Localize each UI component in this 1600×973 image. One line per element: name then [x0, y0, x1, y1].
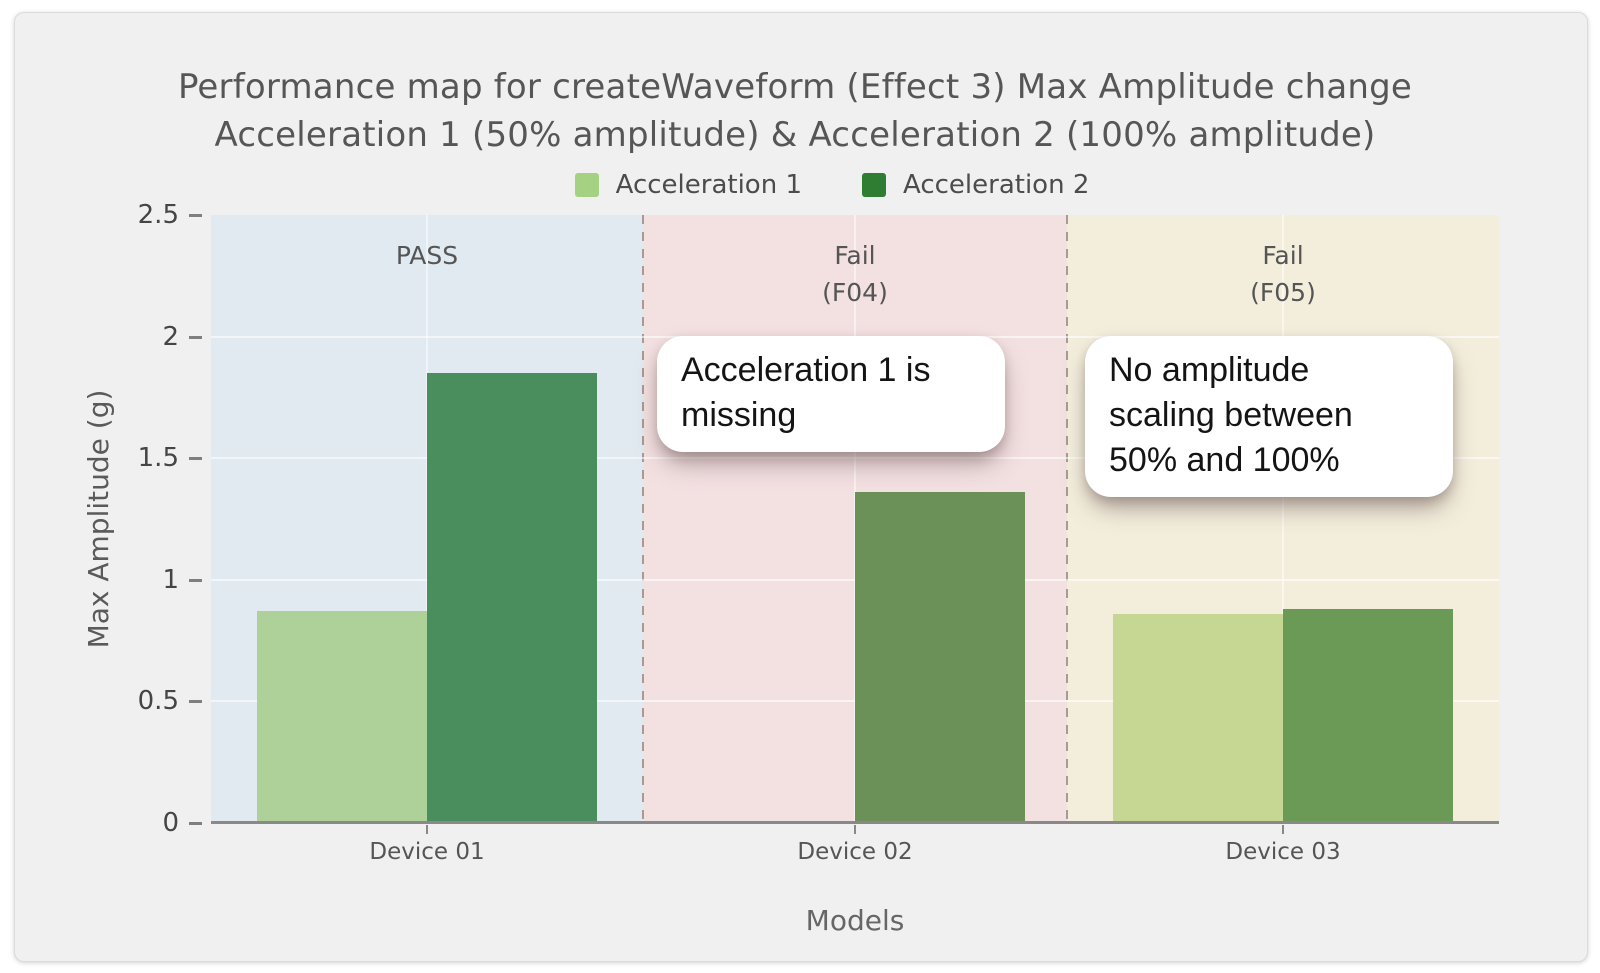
x-axis-tick-label: Device 02 [797, 839, 913, 865]
zone-3-label-line: (F05) [1250, 278, 1316, 307]
zone-1-label-line: PASS [395, 241, 459, 270]
legend: Acceleration 1 Acceleration 2 [32, 165, 1600, 205]
legend-swatch-acceleration-1-icon [574, 173, 599, 197]
bar-device-01-acceleration-2[interactable] [426, 373, 597, 823]
chart-title-line1: Performance map for createWaveform (Effe… [177, 67, 1413, 107]
y-axis-tick [189, 457, 202, 461]
y-axis-tick-label: 0.5 [137, 686, 179, 717]
bar-device-03-acceleration-1[interactable] [1113, 613, 1283, 823]
x-axis-tick [1282, 825, 1284, 834]
annotation-callout-1: Acceleration 1 is missing [657, 336, 1005, 452]
y-axis-tick-label: 1 [162, 564, 179, 595]
y-axis-tick [189, 578, 202, 582]
zone-2-label: Fail (F04) [643, 237, 1067, 311]
legend-item-acceleration-1[interactable]: Acceleration 1 [574, 170, 802, 200]
x-axis-tick-label: Device 03 [1225, 839, 1341, 865]
vertical-gridline [1282, 215, 1284, 823]
zone-1-label: PASS [211, 237, 643, 274]
zone-boundary-dashed-line [1066, 215, 1068, 823]
y-axis-tick-label: 2 [162, 321, 179, 352]
y-axis-tick-label: 0 [162, 808, 179, 838]
chart-title-line2: Acceleration 1 (50% amplitude) & Acceler… [214, 115, 1376, 155]
chart-card: Performance map for createWaveform (Effe… [14, 12, 1588, 962]
legend-label-acceleration-2: Acceleration 2 [903, 170, 1090, 200]
bar-device-03-acceleration-2[interactable] [1283, 608, 1453, 823]
chart-title: Performance map for createWaveform (Effe… [35, 63, 1555, 159]
y-axis-tick-label: 2.5 [137, 200, 179, 230]
zone-2-label-line: Fail [834, 241, 876, 270]
x-axis-title: Models [805, 904, 905, 937]
y-axis-title: Max Amplitude (g) [82, 389, 115, 649]
zone-boundary-dashed-line [641, 215, 644, 823]
x-axis-line [211, 821, 1499, 824]
y-axis-tick [189, 335, 202, 339]
bar-device-02-acceleration-2[interactable] [855, 492, 1025, 823]
y-axis-tick-label: 1.5 [137, 443, 179, 474]
x-axis-tick [854, 825, 856, 834]
legend-label-acceleration-1: Acceleration 1 [615, 170, 802, 200]
bar-device-01-acceleration-1[interactable] [256, 611, 427, 823]
y-axis-tick [189, 822, 202, 825]
legend-item-acceleration-2[interactable]: Acceleration 2 [862, 170, 1089, 200]
plot-area: PASS Fail (F04) Fail (F05) Device 01 Device 02… [138, 200, 1499, 865]
zone-3-label-line: Fail [1262, 241, 1304, 270]
x-axis-tick-label: Device 01 [369, 839, 485, 865]
zone-3-label: Fail (F05) [1067, 237, 1499, 311]
x-axis-tick [425, 825, 428, 834]
y-axis-tick [189, 700, 202, 704]
y-axis-tick [189, 214, 202, 217]
legend-swatch-acceleration-2-icon [862, 173, 886, 197]
zone-2-label-line: (F04) [822, 278, 888, 307]
annotation-callout-2: No amplitude scaling between 50% and 100… [1085, 336, 1453, 497]
